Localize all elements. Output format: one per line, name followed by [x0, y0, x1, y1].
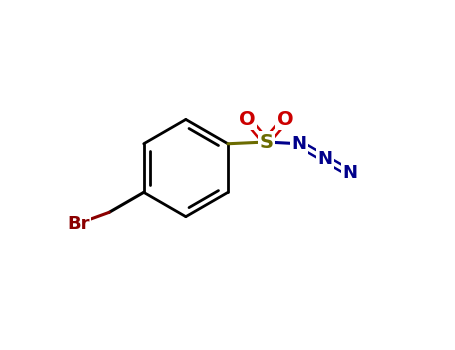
Text: O: O	[277, 110, 293, 129]
Text: S: S	[259, 133, 273, 152]
Text: N: N	[317, 149, 332, 168]
Text: Br: Br	[67, 215, 89, 233]
Text: O: O	[239, 110, 255, 129]
Text: N: N	[292, 135, 307, 153]
Text: N: N	[343, 164, 358, 182]
